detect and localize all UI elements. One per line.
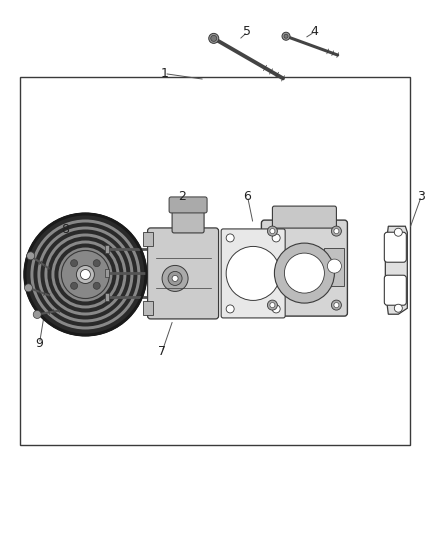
Circle shape — [76, 265, 95, 284]
Circle shape — [40, 230, 131, 319]
Circle shape — [33, 222, 138, 327]
FancyBboxPatch shape — [172, 207, 204, 233]
FancyBboxPatch shape — [169, 197, 207, 213]
FancyBboxPatch shape — [384, 232, 406, 262]
Circle shape — [51, 240, 120, 309]
Circle shape — [275, 243, 334, 303]
FancyBboxPatch shape — [384, 275, 406, 305]
Circle shape — [61, 251, 110, 298]
Circle shape — [25, 284, 32, 292]
Circle shape — [93, 282, 100, 289]
Circle shape — [332, 226, 341, 236]
Circle shape — [268, 226, 277, 236]
Circle shape — [284, 253, 325, 293]
Bar — [106, 269, 110, 278]
Circle shape — [172, 276, 178, 281]
FancyBboxPatch shape — [272, 206, 336, 228]
Text: 7: 7 — [158, 345, 166, 358]
Text: 1: 1 — [160, 67, 168, 80]
Circle shape — [65, 254, 106, 295]
Circle shape — [58, 247, 113, 302]
Circle shape — [81, 270, 90, 279]
Circle shape — [93, 260, 100, 266]
Circle shape — [71, 260, 78, 266]
Circle shape — [332, 300, 341, 310]
Circle shape — [72, 262, 99, 287]
Text: 6: 6 — [244, 190, 251, 203]
Bar — [325, 248, 344, 286]
Bar — [143, 232, 152, 246]
Text: 2: 2 — [178, 190, 186, 203]
Polygon shape — [385, 226, 407, 314]
Circle shape — [25, 214, 146, 335]
Circle shape — [211, 35, 217, 42]
Circle shape — [162, 265, 188, 292]
Circle shape — [270, 303, 275, 308]
Circle shape — [284, 34, 288, 38]
Circle shape — [394, 304, 403, 312]
Circle shape — [68, 257, 102, 292]
Text: 8: 8 — [61, 223, 69, 236]
FancyBboxPatch shape — [148, 228, 219, 319]
FancyBboxPatch shape — [221, 229, 285, 318]
Circle shape — [71, 282, 78, 289]
Circle shape — [44, 233, 127, 316]
Circle shape — [75, 264, 95, 285]
Circle shape — [226, 234, 234, 242]
Circle shape — [27, 252, 35, 260]
Circle shape — [328, 259, 341, 273]
Circle shape — [270, 229, 275, 233]
Circle shape — [47, 237, 124, 312]
Circle shape — [33, 310, 41, 319]
Bar — [20, 77, 410, 445]
Text: 3: 3 — [417, 190, 425, 203]
Circle shape — [272, 234, 280, 242]
Text: 9: 9 — [35, 337, 43, 350]
Text: 4: 4 — [311, 26, 318, 38]
Circle shape — [334, 229, 339, 233]
Bar — [106, 245, 110, 253]
Text: 5: 5 — [244, 26, 251, 38]
Circle shape — [37, 227, 134, 322]
Circle shape — [61, 251, 110, 298]
Circle shape — [272, 305, 280, 313]
Circle shape — [226, 305, 234, 313]
Circle shape — [54, 244, 117, 305]
Circle shape — [394, 228, 403, 236]
Circle shape — [282, 32, 290, 41]
Circle shape — [30, 220, 141, 329]
Bar — [143, 301, 152, 315]
Circle shape — [268, 300, 277, 310]
Circle shape — [168, 271, 182, 286]
FancyBboxPatch shape — [261, 220, 347, 316]
Circle shape — [226, 246, 280, 301]
Circle shape — [334, 303, 339, 308]
Circle shape — [26, 215, 145, 334]
Bar — [106, 293, 110, 302]
Circle shape — [209, 34, 219, 43]
